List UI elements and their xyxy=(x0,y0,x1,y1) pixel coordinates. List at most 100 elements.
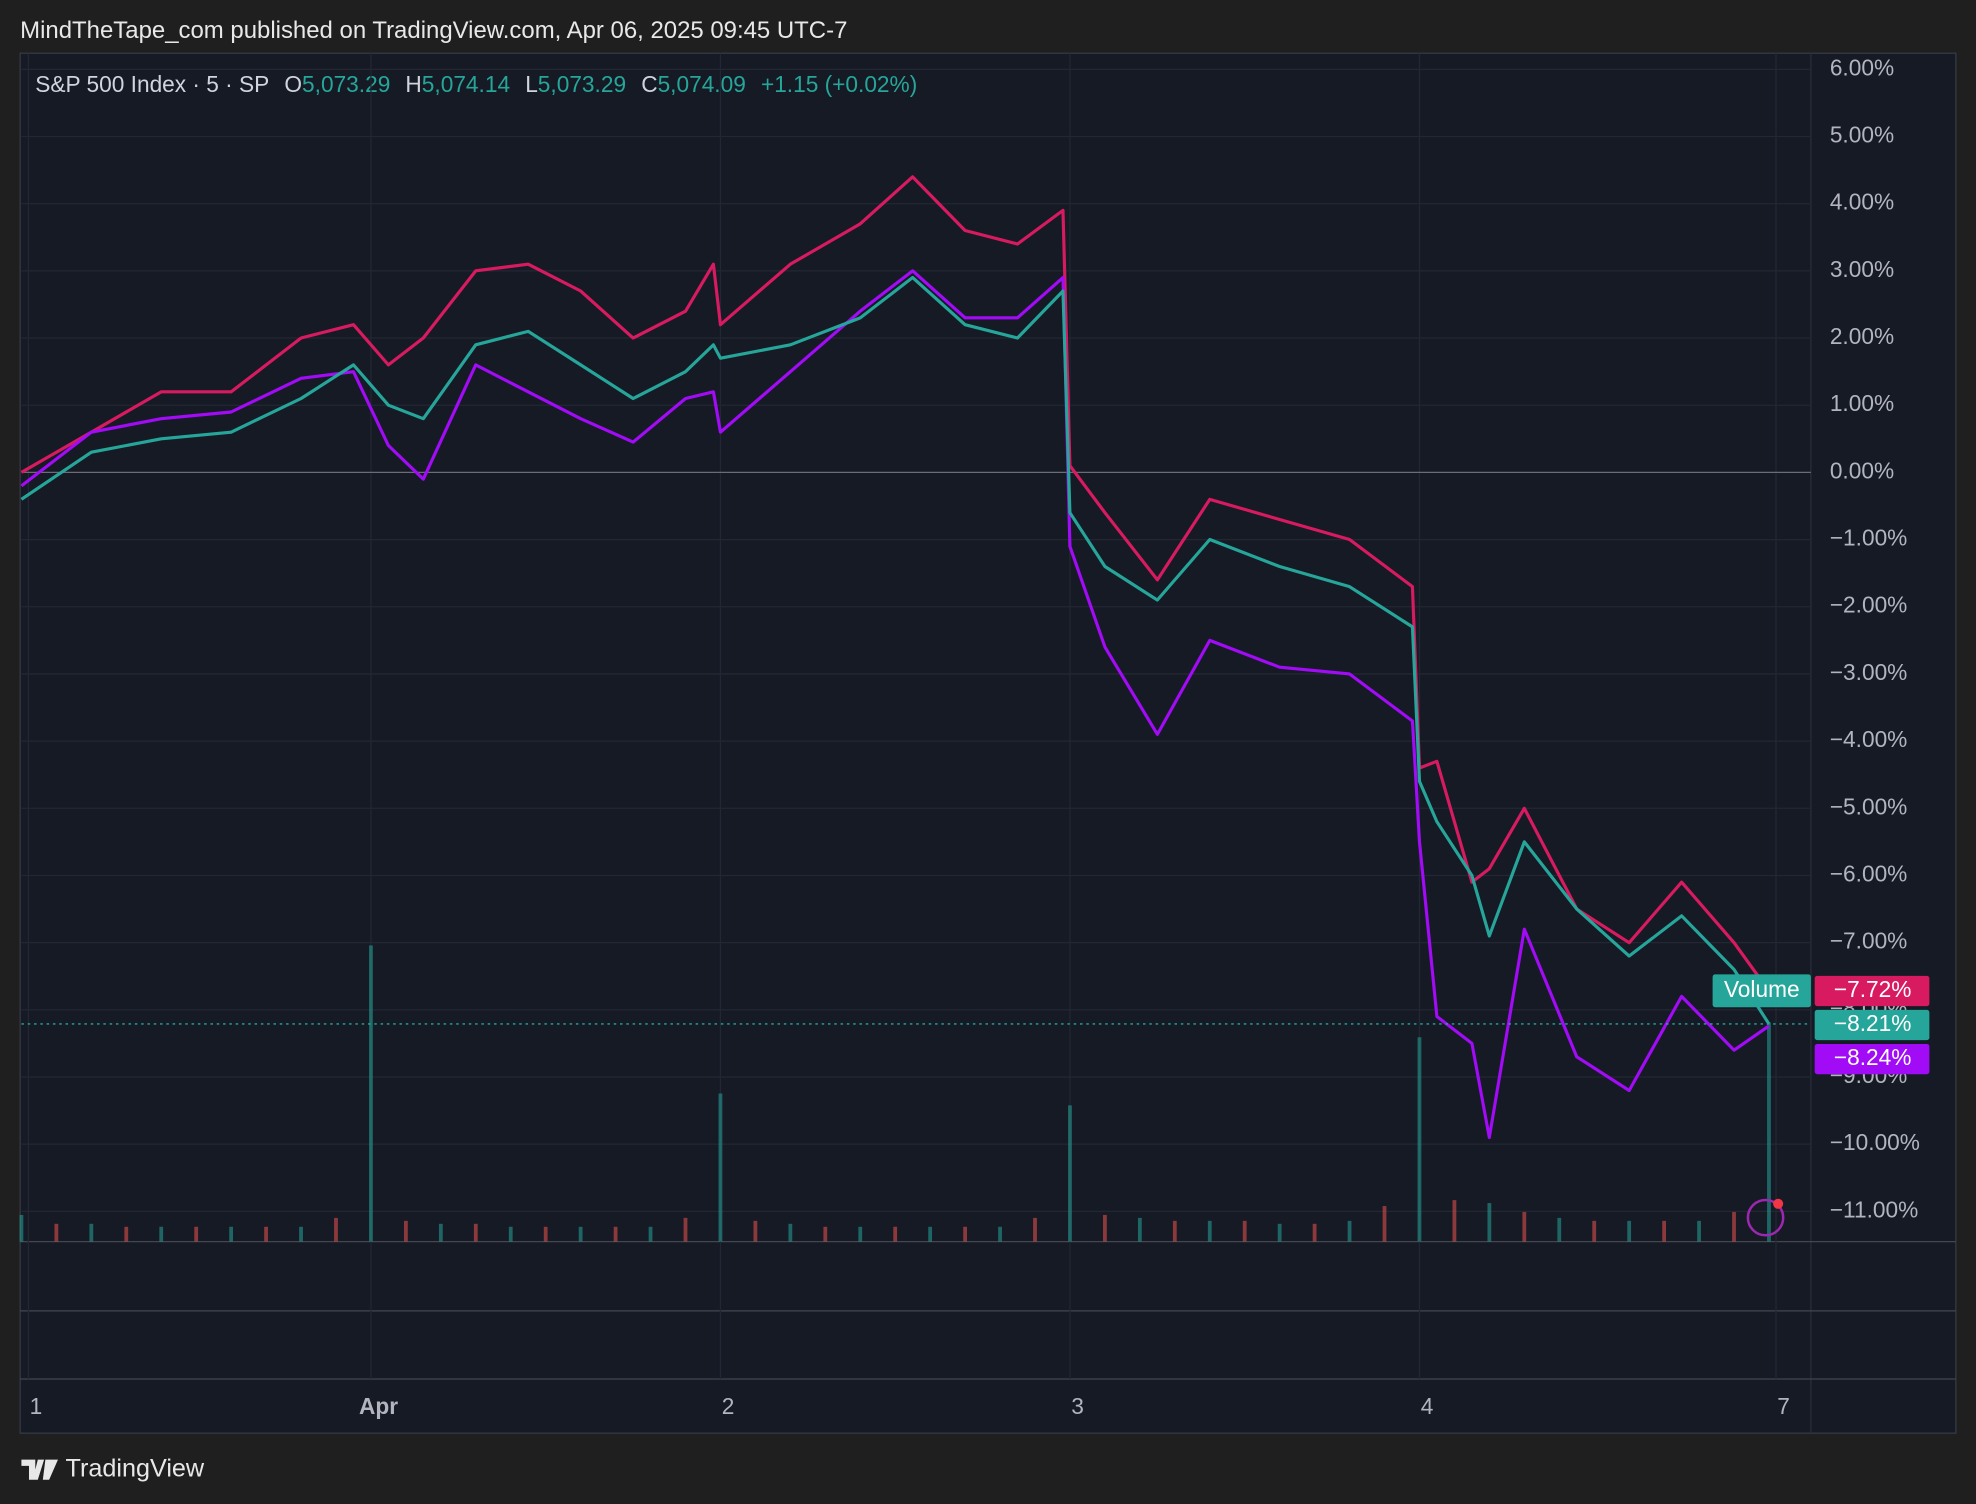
volume-bar xyxy=(1662,1220,1667,1242)
volume-bar xyxy=(229,1226,234,1242)
volume-bar xyxy=(299,1226,303,1242)
volume-bar xyxy=(1207,1220,1212,1242)
x-tick-label: 4 xyxy=(1421,1393,1434,1419)
last-value-badge xyxy=(1814,975,1930,1007)
volume-bar xyxy=(788,1223,793,1242)
y-tick-label: −6.00% xyxy=(1830,860,1908,886)
y-tick-label: −4.00% xyxy=(1830,726,1908,752)
alert-dot xyxy=(1773,1198,1784,1209)
volume-bar xyxy=(1277,1223,1282,1242)
volume-badge xyxy=(1712,974,1811,1008)
volume-bar xyxy=(718,1093,723,1242)
y-tick-label: −5.00% xyxy=(1830,793,1908,819)
volume-label: Volume xyxy=(1724,976,1800,1002)
volume-bar xyxy=(1312,1223,1317,1242)
alert-circle xyxy=(1746,1198,1785,1237)
volume-bar xyxy=(1592,1220,1597,1242)
plot: 1 Apr 2 3 4 7 6.00% 5.00% 4.00% 3.00% 2.00% 1.00% 0.… xyxy=(19,53,1930,1419)
volume-bar xyxy=(613,1226,618,1242)
volume-bar xyxy=(124,1226,129,1242)
volume-bar xyxy=(438,1223,443,1242)
x-tick-label: 1 xyxy=(30,1393,43,1419)
volume-bar xyxy=(1767,1022,1771,1242)
volume-bar xyxy=(683,1217,688,1242)
volume-bar xyxy=(648,1226,653,1242)
volume-bar xyxy=(823,1226,828,1242)
x-tick-label: 2 xyxy=(722,1393,735,1419)
y-tick-label: −2.00% xyxy=(1830,592,1908,618)
logo-icon xyxy=(21,1459,58,1480)
x-tick-label: 3 xyxy=(1071,1393,1084,1419)
y-tick-label: 0.00% xyxy=(1830,457,1894,483)
volume-bar xyxy=(159,1226,164,1242)
y-tick-label: 4.00% xyxy=(1830,189,1894,215)
volume-bar xyxy=(54,1223,59,1242)
volume-bar xyxy=(1487,1203,1492,1242)
y-tick-label: 5.00% xyxy=(1830,122,1894,148)
volume-bar xyxy=(19,1214,24,1242)
ohlc-value: 5,073.29 xyxy=(302,71,390,97)
volume-bar xyxy=(1627,1220,1632,1242)
volume-bar xyxy=(858,1226,863,1242)
volume-bar xyxy=(893,1226,898,1242)
ohlc-value: 5,074.14 xyxy=(422,71,510,97)
symbol: S&P 500 Index · 5 · SP xyxy=(35,71,269,97)
last-value-label: −8.21% xyxy=(1834,1010,1912,1036)
volume-bar xyxy=(1452,1200,1457,1242)
chart-panel xyxy=(19,52,1957,1434)
publish-info: MindTheTape_com published on TradingView… xyxy=(20,17,847,44)
volume-bar xyxy=(1033,1217,1037,1242)
volume-bar xyxy=(334,1217,338,1242)
ohlc-key: C xyxy=(641,71,657,97)
last-value-badge xyxy=(1814,1043,1930,1075)
volume-bar xyxy=(578,1226,583,1242)
y-tick-label: −7.00% xyxy=(1830,928,1908,954)
volume-bar xyxy=(1382,1206,1387,1242)
volume-bar xyxy=(194,1226,199,1242)
y-tick-label: −3.00% xyxy=(1830,659,1908,685)
volume-bar xyxy=(1417,1037,1422,1242)
x-tick-label: 7 xyxy=(1777,1393,1790,1419)
volume-bar xyxy=(403,1220,408,1242)
volume-bar xyxy=(928,1226,933,1242)
volume-bar xyxy=(1522,1211,1527,1242)
legend-text: S&P 500 Index · 5 · SP O5,073.29 H5,074.14… xyxy=(35,71,917,97)
brand: TradingView xyxy=(66,1454,205,1482)
last-value-label: −7.72% xyxy=(1834,976,1912,1002)
series-line xyxy=(20,175,1771,992)
volume-bar xyxy=(1347,1220,1352,1242)
volume-bar xyxy=(473,1223,478,1242)
y-tick-label: −11.00% xyxy=(1830,1196,1918,1222)
last-value-label: −8.24% xyxy=(1834,1044,1912,1070)
volume-bar xyxy=(753,1220,758,1242)
series-line xyxy=(20,275,1771,1025)
y-tick-label: 2.00% xyxy=(1830,323,1894,349)
volume-bar xyxy=(1732,1211,1736,1242)
volume-bar xyxy=(963,1226,967,1242)
last-value-badge xyxy=(1814,1009,1930,1041)
ohlc-key: H xyxy=(405,71,421,97)
alert-icon xyxy=(1746,1198,1785,1237)
ohlc-value: 5,073.29 xyxy=(538,71,626,97)
volume-bar xyxy=(998,1226,1002,1242)
volume-bar xyxy=(1172,1220,1177,1242)
volume-bar xyxy=(1068,1105,1072,1242)
ohlc-key: O xyxy=(284,71,302,97)
tradingview-logo: TradingView xyxy=(21,1454,205,1482)
ohlc-key: L xyxy=(525,71,538,97)
volume-bar xyxy=(1557,1217,1562,1242)
ohlc-value: 5,074.09 xyxy=(658,71,746,97)
y-tick-label: −1.00% xyxy=(1830,525,1908,551)
x-tick-label: Apr xyxy=(359,1393,398,1419)
y-tick-label: −10.00% xyxy=(1830,1129,1920,1155)
legend: S&P 500 Index · 5 · SP O5,073.29 H5,074.14… xyxy=(35,71,917,97)
volume-bar xyxy=(89,1223,94,1242)
volume-bar xyxy=(1103,1214,1107,1242)
volume-bar xyxy=(1137,1217,1142,1242)
volume-bar xyxy=(543,1226,548,1242)
y-tick-label: 1.00% xyxy=(1830,390,1894,416)
y-tick-label: 3.00% xyxy=(1830,256,1894,282)
volume-bar xyxy=(264,1226,268,1242)
